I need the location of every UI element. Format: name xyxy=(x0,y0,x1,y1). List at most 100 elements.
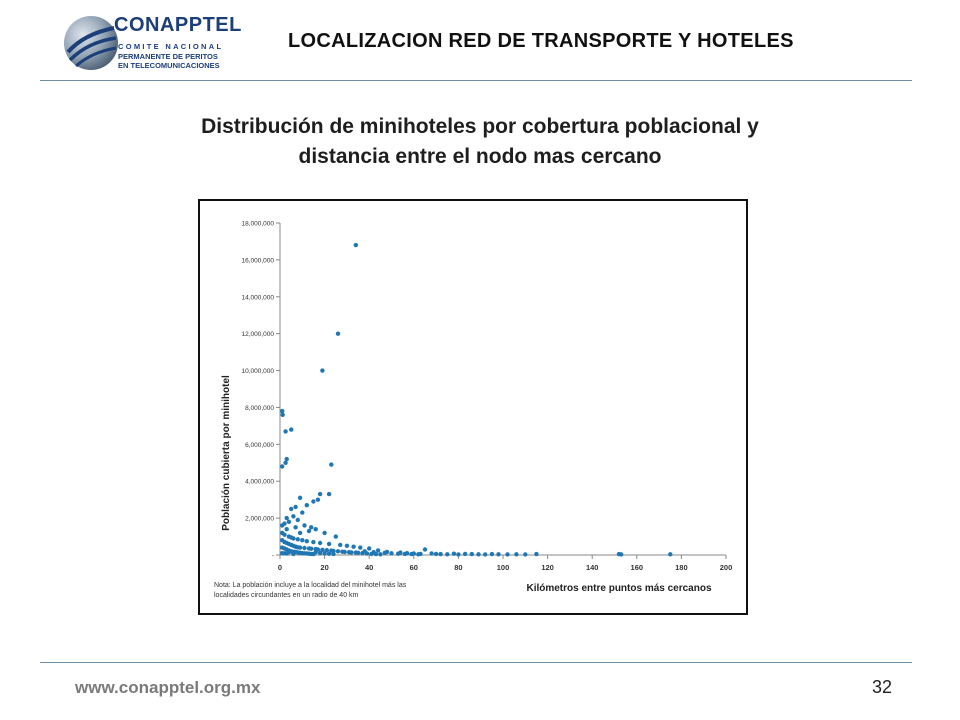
scatter-point xyxy=(306,528,312,534)
scatter-point xyxy=(320,547,325,552)
y-axis-label: Población cubierta por minihotel xyxy=(221,375,232,531)
scatter-point xyxy=(389,551,394,556)
logo-subtitle-line1: COMITE NACIONAL xyxy=(118,42,224,51)
scatter-point xyxy=(300,538,305,543)
scatter-point xyxy=(293,504,298,510)
scatter-point xyxy=(505,552,510,557)
scatter-point xyxy=(534,551,539,557)
scatter-point xyxy=(320,368,325,373)
scatter-point xyxy=(284,456,289,462)
x-tick-label: 0 xyxy=(278,563,282,572)
logo-brand-text: CONAPPTEL xyxy=(114,14,242,36)
scatter-point xyxy=(280,523,285,528)
scatter-point xyxy=(445,552,450,557)
scatter-point xyxy=(293,525,298,530)
x-axis-label: Kilómetros entre puntos más cercanos xyxy=(526,583,711,594)
scatter-point xyxy=(483,552,488,557)
logo-subtitle-line2: PERMANENTE DE PERITOS xyxy=(118,52,218,61)
y-tick-label: 6,000,000 xyxy=(245,442,274,449)
scatter-point xyxy=(297,495,303,500)
scatter-point xyxy=(367,546,372,551)
y-tick-label: 18,000,000 xyxy=(241,221,274,228)
scatter-point xyxy=(313,550,318,555)
scatter-point xyxy=(284,515,289,521)
scatter-point xyxy=(309,525,314,530)
scatter-point xyxy=(317,550,323,556)
scatter-point xyxy=(291,514,296,519)
x-tick-label: 200 xyxy=(720,563,733,572)
scatter-point xyxy=(398,550,403,555)
scatter-point xyxy=(304,539,309,544)
scatter-point xyxy=(322,551,327,556)
scatter-point xyxy=(335,549,341,554)
scatter-point xyxy=(313,527,318,532)
scatter-point xyxy=(302,523,307,528)
scatter-point xyxy=(342,549,347,555)
scatter-point xyxy=(462,551,468,557)
scatter-point xyxy=(438,551,443,557)
scatter-point xyxy=(349,550,354,555)
header-divider xyxy=(40,80,912,81)
slide-title: Distribución de minihoteles por cobertur… xyxy=(80,112,880,172)
y-tick-label: 12,000,000 xyxy=(241,331,274,338)
scatter-point xyxy=(282,532,287,537)
scatter-point xyxy=(291,536,296,541)
x-tick-label: 20 xyxy=(320,563,328,572)
x-tick-label: 160 xyxy=(631,563,644,572)
x-tick-label: 180 xyxy=(675,563,688,572)
scatter-point xyxy=(291,551,296,557)
x-tick-label: 40 xyxy=(365,563,373,572)
scatter-point xyxy=(315,497,321,502)
slide-title-line2: distancia entre el nodo mas cercano xyxy=(298,145,662,168)
scatter-point xyxy=(309,546,314,551)
scatter-point xyxy=(433,551,439,557)
scatter-point xyxy=(358,545,363,550)
chart-note-line2: localidades circundantes en un radio de … xyxy=(214,592,359,599)
y-axis: - 2,000,000 4,000,000 6,000,000 8,000,000 10,… xyxy=(241,221,281,560)
scatter-point xyxy=(280,412,285,417)
scatter-point xyxy=(422,547,428,552)
conapptel-logo: CONAPPTEL COMITE NACIONAL PERMANENTE DE … xyxy=(62,8,252,74)
x-tick-label: 100 xyxy=(497,563,510,572)
scatter-point xyxy=(317,540,323,546)
x-axis: 0 20 40 60 80 100 120 140 160 180 200 xyxy=(278,554,733,572)
x-tick-label: 80 xyxy=(454,563,462,572)
scatter-point xyxy=(514,552,519,557)
scatter-point xyxy=(331,551,336,557)
page-number: 32 xyxy=(872,677,893,697)
y-tick-label: 10,000,000 xyxy=(241,368,274,375)
y-tick-label: 16,000,000 xyxy=(241,257,274,264)
y-tick-label: 14,000,000 xyxy=(241,294,274,301)
scatter-point xyxy=(476,552,481,557)
scatter-point xyxy=(489,551,495,557)
scatter-point xyxy=(335,331,341,336)
scatter-point xyxy=(351,544,356,549)
scatter-point xyxy=(456,552,461,557)
chart-note-line1: Nota: La población incluye a la localida… xyxy=(214,582,407,589)
scatter-point xyxy=(326,541,332,547)
data-points xyxy=(280,242,673,557)
scatter-point xyxy=(404,551,410,556)
scatter-point xyxy=(384,549,390,555)
scatter-chart-svg: - 2,000,000 4,000,000 6,000,000 8,000,000 10,… xyxy=(214,221,733,600)
scatter-point xyxy=(311,499,316,504)
scatter-point xyxy=(469,551,474,557)
header-title: LOCALIZACION RED DE TRANSPORTE Y HOTELES xyxy=(288,30,794,52)
scatter-point xyxy=(317,491,323,497)
y-tick-label: 2,000,000 xyxy=(245,516,274,523)
scatter-point xyxy=(523,552,528,557)
scatter-point xyxy=(362,549,367,554)
scatter-chart: - 2,000,000 4,000,000 6,000,000 8,000,000 10,… xyxy=(198,199,748,615)
scatter-point xyxy=(286,550,292,555)
scatter-point xyxy=(283,429,288,434)
scatter-point xyxy=(280,408,285,414)
scatter-point xyxy=(302,545,307,551)
scatter-point xyxy=(326,491,332,497)
scatter-point xyxy=(280,464,285,469)
scatter-point xyxy=(297,545,303,550)
x-tick-label: 140 xyxy=(586,563,599,572)
scatter-point xyxy=(322,530,327,536)
scatter-point xyxy=(353,242,358,248)
footer-divider xyxy=(40,662,912,663)
footer-url[interactable]: www.conapptel.org.mx xyxy=(75,678,261,697)
